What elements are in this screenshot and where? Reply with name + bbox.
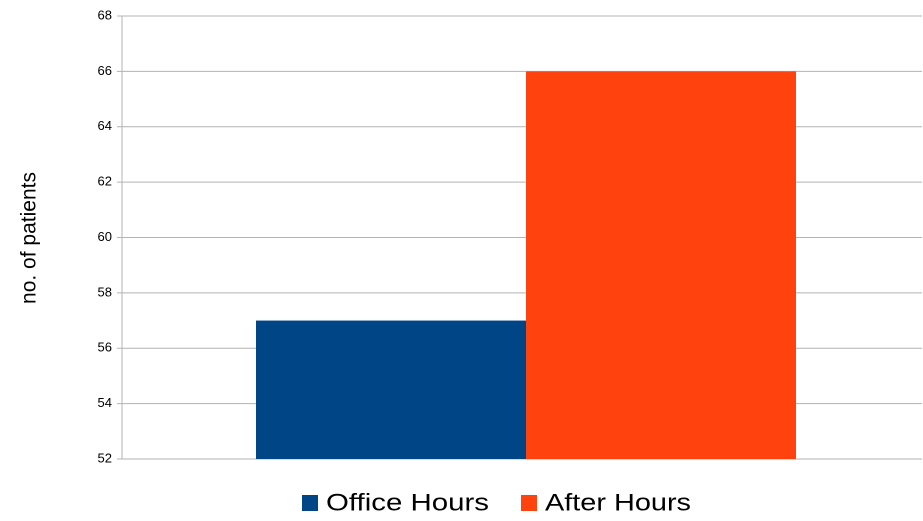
- y-tick-label: 60: [98, 229, 112, 244]
- y-tick-label: 54: [98, 395, 112, 410]
- legend-swatch: [302, 495, 318, 511]
- bar: [256, 320, 526, 459]
- y-tick-label: 56: [98, 340, 112, 355]
- y-tick-label: 68: [98, 7, 112, 22]
- bar: [526, 71, 796, 459]
- y-tick-label: 64: [98, 118, 112, 133]
- y-axis-label: no. of patients: [18, 172, 41, 304]
- legend-label: After Hours: [545, 489, 691, 516]
- legend-swatch: [521, 495, 537, 511]
- y-tick-label: 62: [98, 174, 112, 189]
- y-tick-label: 66: [98, 63, 112, 78]
- y-tick-label: 52: [98, 450, 112, 465]
- y-tick-label: 58: [98, 284, 112, 299]
- legend-label: Office Hours: [326, 489, 489, 516]
